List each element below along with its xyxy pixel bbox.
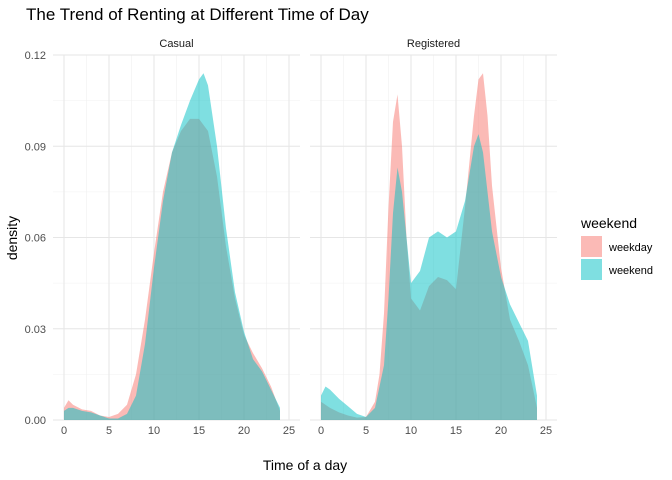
legend-key-weekend [581,259,602,280]
y-tick-label: 0.06 [25,233,46,245]
legend: weekend weekday weekend [580,215,653,280]
x-tick-label: 15 [450,425,462,437]
x-tick-label: 20 [495,425,507,437]
x-tick-label: 0 [318,425,324,437]
x-tick-label: 10 [148,425,160,437]
x-tick-label: 0 [61,425,67,437]
facet-panels: Casual 0 5 10 15 20 25 0.00 0.03 0.06 0.09 0.12 Regi… [25,38,557,437]
x-tick-label: 15 [193,425,205,437]
facet-panel-casual: Casual 0 5 10 15 20 25 0.00 0.03 0.06 0.09 0.12 [25,38,300,437]
facet-strip-label: Registered [407,38,460,50]
x-tick-label: 10 [405,425,417,437]
y-axis-title: density [4,216,20,260]
x-tick-label: 5 [363,425,369,437]
y-tick-label: 0.12 [25,50,46,62]
facet-panel-registered: Registered 0 5 10 15 20 25 [310,38,557,437]
legend-label-weekday: weekday [608,242,653,254]
x-tick-label: 25 [540,425,552,437]
chart-title: The Trend of Renting at Different Time o… [26,5,369,24]
y-tick-label: 0.00 [25,415,46,427]
x-tick-label: 5 [106,425,112,437]
legend-title: weekend [580,215,637,231]
density-area-weekend [64,73,280,420]
facet-strip-label: Casual [159,38,193,50]
legend-key-weekday [581,236,602,257]
y-tick-label: 0.03 [25,324,46,336]
x-tick-label: 25 [283,425,295,437]
y-tick-label: 0.09 [25,141,46,153]
x-axis-title: Time of a day [263,457,347,473]
x-tick-label: 20 [238,425,250,437]
legend-label-weekend: weekend [608,265,653,277]
density-area-weekend [321,134,537,420]
